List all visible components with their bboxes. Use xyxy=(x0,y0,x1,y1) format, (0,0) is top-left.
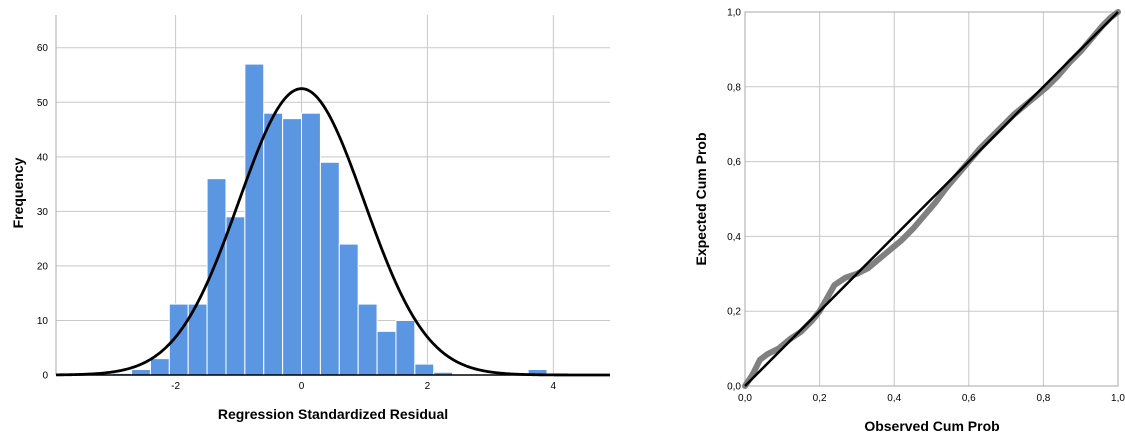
pp-plot-x-tick-label: 1,0 xyxy=(1111,393,1125,404)
pp-plot-x-tick-label: 0,4 xyxy=(887,393,901,404)
pp-plot-x-tick-label: 0,6 xyxy=(962,393,976,404)
pp-plot-gridlines xyxy=(745,12,1118,386)
pp-plot-y-tick-label: 0,8 xyxy=(727,82,741,93)
histogram-chart: 0 10 20 30 40 50 60 -2 0 2 4 Regression Standardiz… xyxy=(10,15,610,422)
histogram-bar xyxy=(357,303,378,376)
pp-plot-tick-labels: 0,00,0 0,2 0,2 0,4 0,4 0,6 0,6 0,8 0,8 1,0 1,0 xyxy=(727,8,1125,405)
pp-plot-y-tick-label: 1,0 xyxy=(727,8,741,19)
pp-plot-x-tick-label: 0,0 xyxy=(738,393,752,404)
histogram-y-axis-title: Frequency xyxy=(10,157,26,228)
histogram-bar xyxy=(414,363,435,376)
pp-plot-y-tick-label: 0,2 xyxy=(727,307,741,318)
histogram-bar xyxy=(376,330,397,376)
histogram-bar xyxy=(244,63,265,376)
histogram-bar xyxy=(282,118,303,376)
histogram-x-tick-label: 2 xyxy=(425,381,431,392)
histogram-y-tick-label: 60 xyxy=(37,43,49,54)
pp-plot-y-tick-label: 0,4 xyxy=(727,232,741,243)
histogram-y-tick-label: 40 xyxy=(37,152,49,163)
pp-plot-y-tick-label: 0,0 xyxy=(727,382,741,393)
histogram-x-tick-label: -2 xyxy=(171,381,180,392)
pp-plot-chart: 0,00,0 0,2 0,2 0,4 0,4 0,6 0,6 0,8 0,8 1,0 1,0 Obs… xyxy=(693,8,1125,435)
pp-plot-x-tick-label: 0,2 xyxy=(813,393,827,404)
pp-plot-y-axis-title: Expected Cum Prob xyxy=(693,132,709,265)
histogram-bar xyxy=(131,369,151,376)
histogram-bar xyxy=(395,319,416,376)
histogram-y-tick-label: 10 xyxy=(37,316,49,327)
pp-plot-x-tick-label: 0,8 xyxy=(1036,393,1050,404)
histogram-y-tick-label: 20 xyxy=(37,261,49,272)
histogram-tick-labels: 0 10 20 30 40 50 60 -2 0 2 4 xyxy=(37,43,557,392)
histogram-y-tick-label: 0 xyxy=(42,371,48,382)
pp-plot-x-axis-title: Observed Cum Prob xyxy=(864,418,999,434)
histogram-gridlines xyxy=(55,15,610,375)
histogram-x-axis-title: Regression Standardized Residual xyxy=(218,406,448,422)
histogram-bar xyxy=(338,243,359,376)
histogram-bar xyxy=(263,112,284,376)
histogram-x-tick-label: 0 xyxy=(299,381,305,392)
histogram-y-tick-label: 30 xyxy=(37,207,49,218)
histogram-bars xyxy=(112,63,548,376)
histogram-bar xyxy=(225,216,246,376)
histogram-bar xyxy=(149,358,170,376)
reference-diagonal-line xyxy=(744,11,1119,387)
observed-points-band xyxy=(742,9,1121,389)
pp-plot-frame xyxy=(744,11,1119,387)
histogram-bar xyxy=(319,161,340,376)
histogram-bar xyxy=(301,112,321,376)
histogram-x-tick-label: 4 xyxy=(551,381,557,392)
pp-plot-y-tick-label: 0,6 xyxy=(727,157,741,168)
histogram-y-tick-label: 50 xyxy=(37,98,49,109)
